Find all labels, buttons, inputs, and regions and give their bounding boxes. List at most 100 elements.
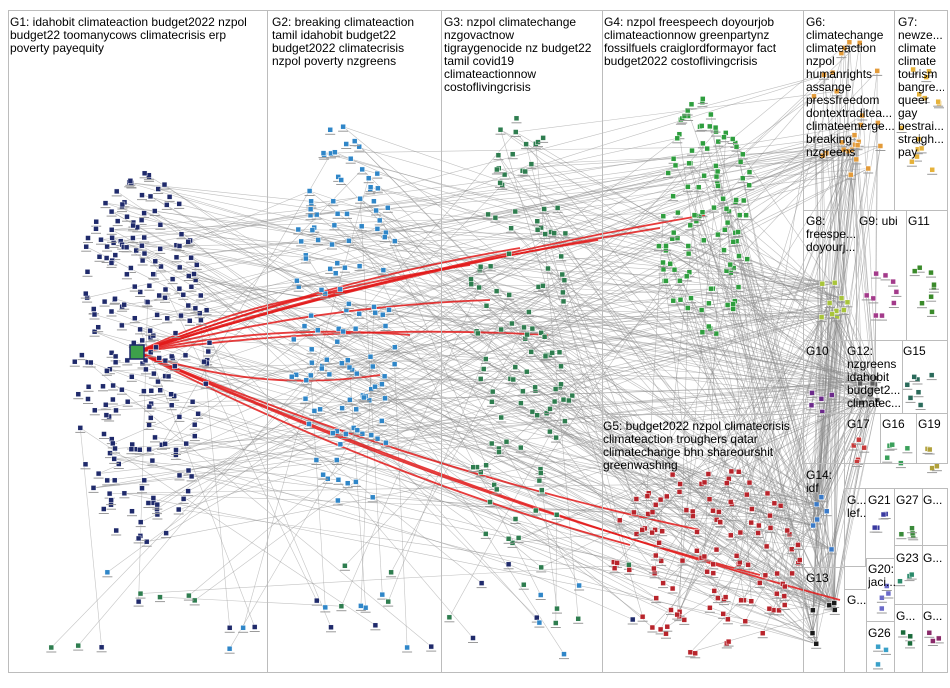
graph-node (674, 611, 680, 618)
graph-node (811, 93, 817, 100)
graph-node (566, 397, 572, 404)
graph-node (689, 147, 695, 154)
graph-node (929, 309, 935, 315)
graph-node (326, 371, 333, 378)
graph-node (137, 446, 143, 453)
graph-node (723, 205, 730, 212)
graph-node (663, 243, 669, 249)
graph-node (690, 513, 696, 519)
graph-node (108, 260, 115, 266)
graph-node (365, 175, 372, 181)
graph-node (48, 644, 55, 651)
graph-node (521, 581, 527, 588)
graph-node (162, 295, 168, 301)
graph-node (691, 212, 698, 218)
graph-node (746, 182, 752, 188)
graph-node (513, 115, 520, 122)
graph-node (733, 143, 740, 150)
graph-node (908, 571, 915, 578)
graph-node (551, 398, 558, 405)
graph-node (119, 386, 125, 393)
graph-node (311, 408, 318, 414)
graph-node (547, 406, 553, 412)
graph-node (716, 509, 722, 515)
graph-node (810, 607, 816, 613)
graph-node (551, 230, 557, 236)
graph-node (493, 288, 500, 294)
graph-node (936, 635, 942, 642)
graph-node (314, 597, 320, 604)
graph-node (553, 620, 559, 626)
graph-node (687, 222, 694, 229)
graph-node (833, 308, 840, 314)
graph-node (148, 388, 155, 394)
graph-node (536, 477, 543, 484)
graph-node (295, 283, 302, 290)
graph-node (329, 241, 335, 248)
graph-node (909, 530, 916, 537)
graph-node (818, 396, 825, 402)
graph-node (540, 283, 546, 289)
graph-node (713, 330, 720, 337)
group-label-g19: G19 (918, 418, 941, 431)
graph-node (186, 592, 192, 599)
graph-node (483, 462, 489, 468)
graph-node (720, 195, 726, 202)
graph-node (639, 613, 646, 620)
graph-node (121, 490, 128, 497)
graph-node (137, 519, 144, 525)
graph-node (505, 561, 512, 568)
graph-node (740, 197, 747, 204)
graph-node (520, 388, 526, 395)
graph-node (748, 519, 754, 526)
graph-node (308, 312, 314, 319)
graph-node (694, 548, 700, 554)
graph-node (309, 359, 315, 366)
graph-node (503, 438, 510, 445)
graph-node (744, 256, 750, 262)
graph-node (733, 197, 739, 203)
graph-node (141, 170, 148, 177)
graph-node (103, 255, 110, 261)
graph-node (309, 227, 316, 233)
graph-node (487, 263, 494, 270)
graph-node (515, 535, 522, 541)
graph-node (492, 214, 499, 221)
group-label-g27: G27 (896, 494, 919, 507)
graph-node (660, 259, 666, 266)
graph-node (534, 412, 540, 418)
graph-node (693, 218, 700, 224)
graph-node (163, 530, 169, 536)
graph-node (883, 647, 889, 653)
graph-node (111, 456, 117, 462)
graph-node (819, 280, 826, 287)
graph-node (374, 226, 381, 232)
graph-node (789, 570, 795, 577)
graph-node (740, 151, 746, 158)
graph-node (674, 235, 681, 241)
graph-node (128, 265, 134, 271)
graph-node (110, 240, 117, 246)
graph-node (345, 357, 351, 363)
graph-node (150, 271, 156, 277)
graph-node (135, 535, 142, 542)
graph-node (83, 243, 89, 250)
graph-node (98, 644, 105, 651)
graph-node (715, 231, 721, 238)
graph-node (368, 432, 375, 438)
graph-node (470, 464, 476, 470)
graph-node (75, 642, 81, 649)
graph-node (303, 255, 309, 262)
graph-node (717, 519, 723, 525)
graph-node (110, 382, 116, 389)
graph-node (356, 143, 362, 150)
graph-node (375, 185, 381, 192)
graph-node (763, 543, 770, 550)
graph-node (113, 407, 119, 414)
graph-node (342, 563, 348, 569)
graph-node (379, 381, 385, 387)
graph-node (547, 428, 553, 435)
graph-node (124, 213, 130, 220)
graph-node (303, 377, 310, 383)
graph-node (670, 156, 677, 162)
